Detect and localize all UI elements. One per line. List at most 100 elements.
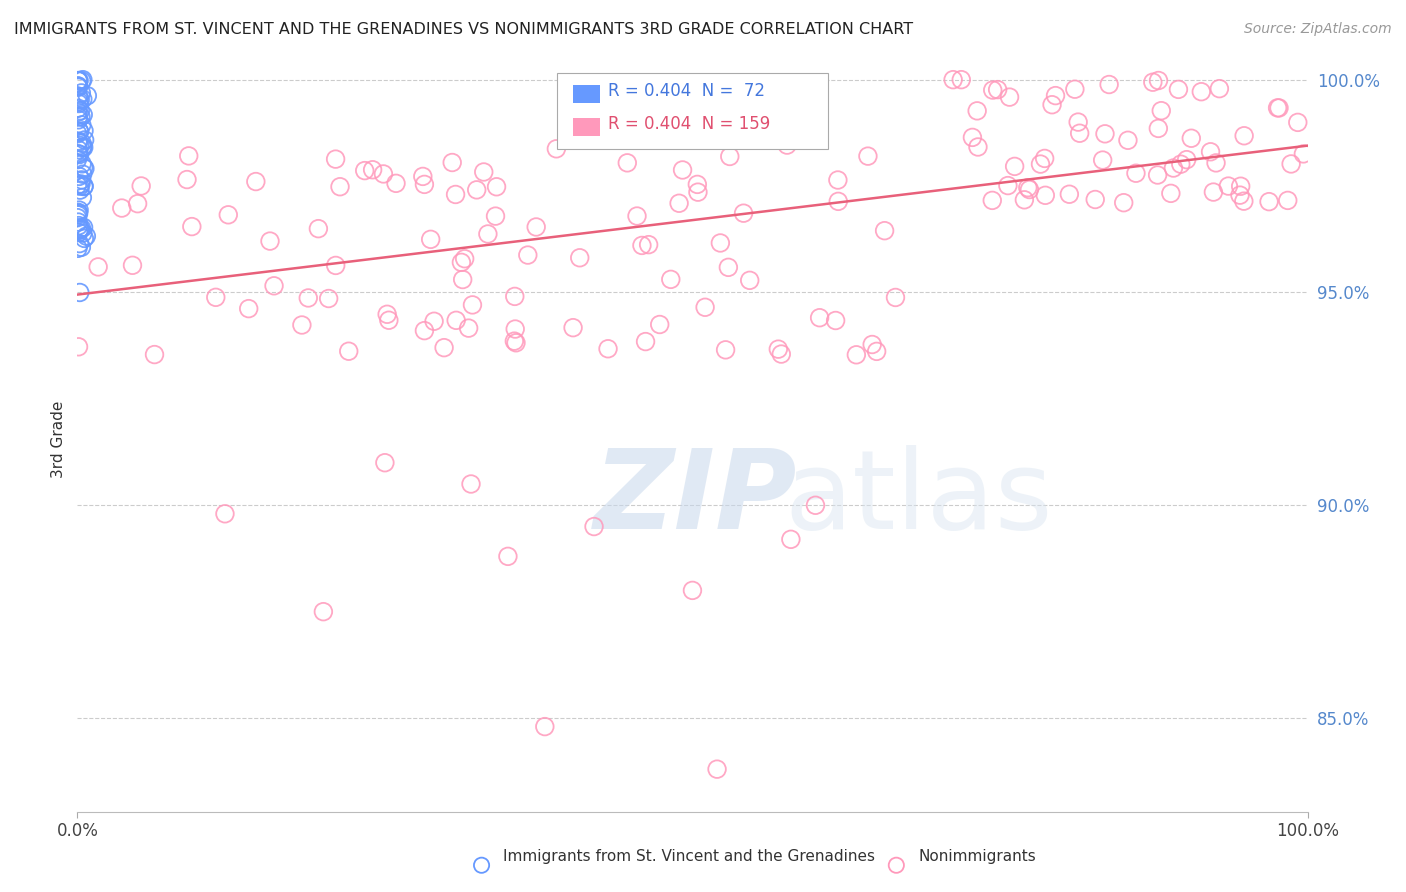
Point [648, 318, 671, 332]
Point [361, 162, 384, 177]
Point [204, 290, 226, 304]
Point [70, 240, 93, 254]
Point [1033, 152, 1056, 166]
Point [1029, 157, 1052, 171]
Point [238, 301, 260, 316]
Point [318, 292, 340, 306]
Point [1040, 97, 1063, 112]
Point [70, 74, 93, 88]
Point [423, 314, 446, 328]
Point [70, 136, 93, 151]
Point [69, 93, 91, 107]
Point [67, 105, 90, 120]
Point [70, 110, 93, 124]
Point [66, 241, 89, 255]
Point [67, 89, 90, 103]
Point [485, 179, 508, 194]
Point [337, 344, 360, 359]
Point [962, 130, 984, 145]
Point [503, 289, 526, 303]
Point [67, 219, 90, 233]
Point [1279, 157, 1302, 171]
Point [121, 258, 143, 272]
Point [1175, 153, 1198, 167]
Point [450, 255, 472, 269]
Point [67, 101, 90, 115]
Point [67, 205, 90, 219]
Point [496, 549, 519, 564]
Point [1170, 157, 1192, 171]
Point [942, 72, 965, 87]
Point [776, 138, 799, 153]
Point [780, 533, 803, 547]
Point [626, 209, 648, 223]
Point [73, 161, 96, 175]
Point [67, 134, 90, 148]
Point [263, 278, 285, 293]
Point [375, 307, 398, 321]
Point [69, 183, 91, 197]
Point [67, 206, 90, 220]
Point [860, 337, 883, 351]
Point [67, 340, 90, 354]
Point [808, 310, 831, 325]
Point [69, 223, 91, 237]
Point [353, 163, 375, 178]
Point [1147, 73, 1170, 87]
Text: Nonimmigrants: Nonimmigrants [918, 849, 1036, 863]
Point [1286, 115, 1309, 129]
Point [441, 155, 464, 169]
Point [524, 219, 547, 234]
Point [671, 163, 693, 178]
Point [444, 313, 467, 327]
Text: R = 0.404  N =  72: R = 0.404 N = 72 [607, 82, 765, 100]
Point [1167, 82, 1189, 96]
Point [668, 196, 690, 211]
Text: Source: ZipAtlas.com: Source: ZipAtlas.com [1244, 22, 1392, 37]
Point [75, 229, 97, 244]
Point [69, 221, 91, 235]
Point [69, 179, 91, 194]
Point [616, 156, 638, 170]
Point [1202, 185, 1225, 199]
Point [634, 334, 657, 349]
Point [1004, 160, 1026, 174]
Point [693, 300, 716, 314]
Point [67, 74, 90, 88]
Point [717, 260, 740, 275]
Point [307, 221, 329, 235]
Text: R = 0.404  N = 159: R = 0.404 N = 159 [607, 114, 770, 133]
Point [72, 226, 94, 240]
Point [568, 251, 591, 265]
Point [1033, 188, 1056, 202]
Point [73, 140, 96, 154]
Point [72, 72, 94, 87]
Text: Immigrants from St. Vincent and the Grenadines: Immigrants from St. Vincent and the Gren… [503, 849, 876, 863]
Point [413, 324, 436, 338]
Point [451, 272, 474, 286]
Point [67, 146, 90, 161]
Point [214, 507, 236, 521]
Point [477, 227, 499, 241]
Point [177, 149, 200, 163]
Point [73, 124, 96, 138]
Y-axis label: 3rd Grade: 3rd Grade [51, 401, 66, 478]
Point [738, 273, 761, 287]
Point [804, 498, 827, 512]
Point [583, 519, 606, 533]
Point [1292, 147, 1315, 161]
Point [69, 147, 91, 161]
Point [325, 152, 347, 166]
Point [981, 83, 1004, 97]
Point [1233, 194, 1256, 209]
Point [827, 194, 849, 209]
Point [70, 86, 93, 100]
Point [631, 238, 654, 252]
Point [1218, 179, 1240, 194]
Text: atlas: atlas [785, 445, 1053, 552]
Point [967, 140, 990, 154]
Point [998, 90, 1021, 104]
Point [503, 334, 526, 348]
Point [291, 318, 314, 332]
Point [111, 201, 134, 215]
